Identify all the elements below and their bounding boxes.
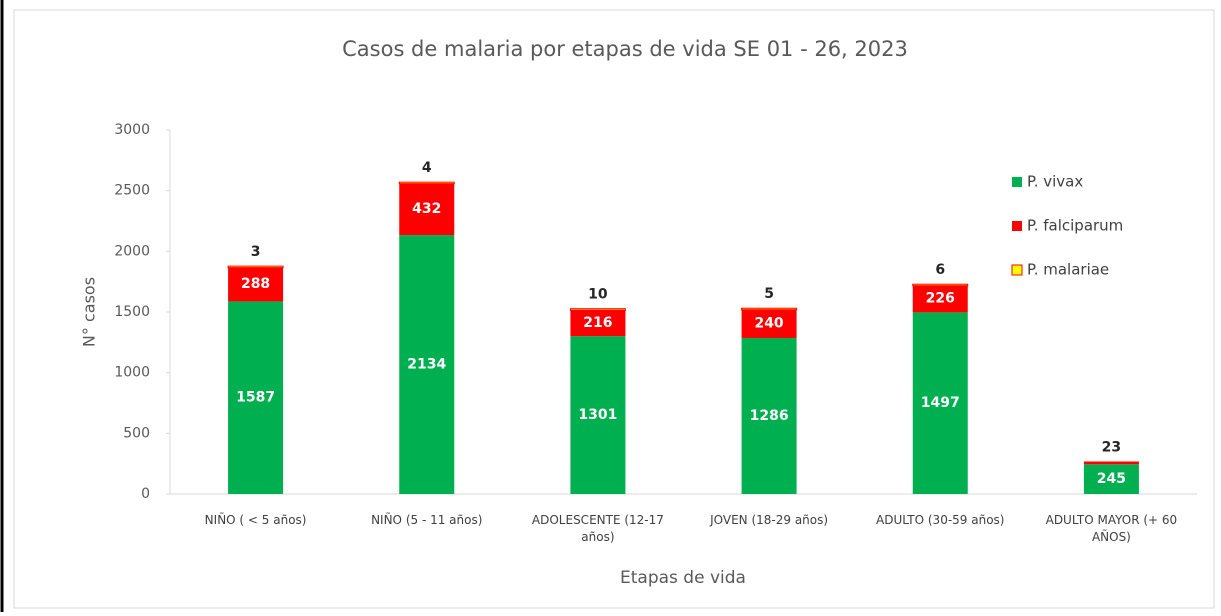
legend-label: P. vivax <box>1027 173 1083 191</box>
data-label: 432 <box>412 201 441 217</box>
y-tick-label: 1500 <box>114 304 150 320</box>
bar-segment <box>570 336 626 494</box>
y-axis-label: N° casos <box>80 277 99 347</box>
y-tick-label: 1000 <box>114 365 150 381</box>
legend-swatch <box>1012 221 1022 231</box>
legend-label: P. malariae <box>1027 261 1109 279</box>
bar-segment <box>228 266 284 302</box>
x-tick-label: ADULTO (30-59 años) <box>876 513 1005 527</box>
legend-swatch <box>1011 264 1023 276</box>
data-label: 4 <box>422 160 432 176</box>
data-label: 216 <box>583 315 612 331</box>
data-label: 3 <box>251 244 261 260</box>
y-tick-label: 2500 <box>114 183 150 199</box>
y-tick-label: 500 <box>123 425 150 441</box>
x-tick-label: NIÑO ( < 5 años) <box>204 513 307 527</box>
data-label: 2134 <box>407 357 446 373</box>
data-label: 245 <box>1097 471 1126 487</box>
data-label: 1587 <box>236 390 275 406</box>
data-label: 240 <box>754 315 783 331</box>
bar-segment <box>1083 461 1139 465</box>
bar-segment <box>741 308 797 338</box>
legend-swatch <box>1012 177 1022 187</box>
y-tick-label: 0 <box>141 486 150 502</box>
bar-segment <box>741 337 797 494</box>
x-tick-label: NIÑO (5 - 11 años) <box>371 513 483 527</box>
bar-segment <box>912 312 968 494</box>
bar-segment <box>570 309 626 337</box>
legend-label: P. falciparum <box>1027 217 1123 235</box>
data-label: 1497 <box>921 395 960 411</box>
data-label: 1301 <box>578 407 617 423</box>
bar-segment <box>227 265 284 269</box>
x-tick-label: ADULTO MAYOR (+ 60 AÑOS) <box>1045 513 1178 544</box>
bar-segment <box>228 301 284 494</box>
data-label: 1286 <box>750 408 789 424</box>
bar-segment <box>569 308 626 311</box>
bar-segment <box>1083 464 1139 494</box>
data-label: 6 <box>935 262 945 278</box>
bar-segment <box>399 182 455 236</box>
chart-title: Casos de malaria por etapas de vida SE 0… <box>342 37 908 61</box>
data-label: 226 <box>926 291 955 307</box>
bar-segment <box>741 307 798 311</box>
bar-segment <box>912 284 968 313</box>
y-tick-label: 3000 <box>114 122 150 138</box>
y-tick-label: 2000 <box>114 243 150 259</box>
bar-segment <box>399 235 455 495</box>
data-label: 10 <box>588 287 608 303</box>
data-label: 23 <box>1102 439 1121 455</box>
x-tick-label: ADOLESCENTE (12-17 años) <box>531 513 664 544</box>
bar-segment <box>398 181 455 185</box>
data-label: 288 <box>241 276 270 292</box>
bar-segment <box>912 283 969 287</box>
data-label: 5 <box>764 286 774 302</box>
x-axis-label: Etapas de vida <box>620 568 746 588</box>
x-tick-label: JOVEN (18-29 años) <box>710 513 829 527</box>
